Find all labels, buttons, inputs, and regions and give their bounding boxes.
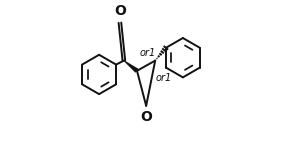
Polygon shape <box>124 60 139 73</box>
Text: O: O <box>114 4 126 18</box>
Text: O: O <box>140 110 152 124</box>
Text: or1: or1 <box>140 48 156 58</box>
Text: or1: or1 <box>156 73 172 83</box>
